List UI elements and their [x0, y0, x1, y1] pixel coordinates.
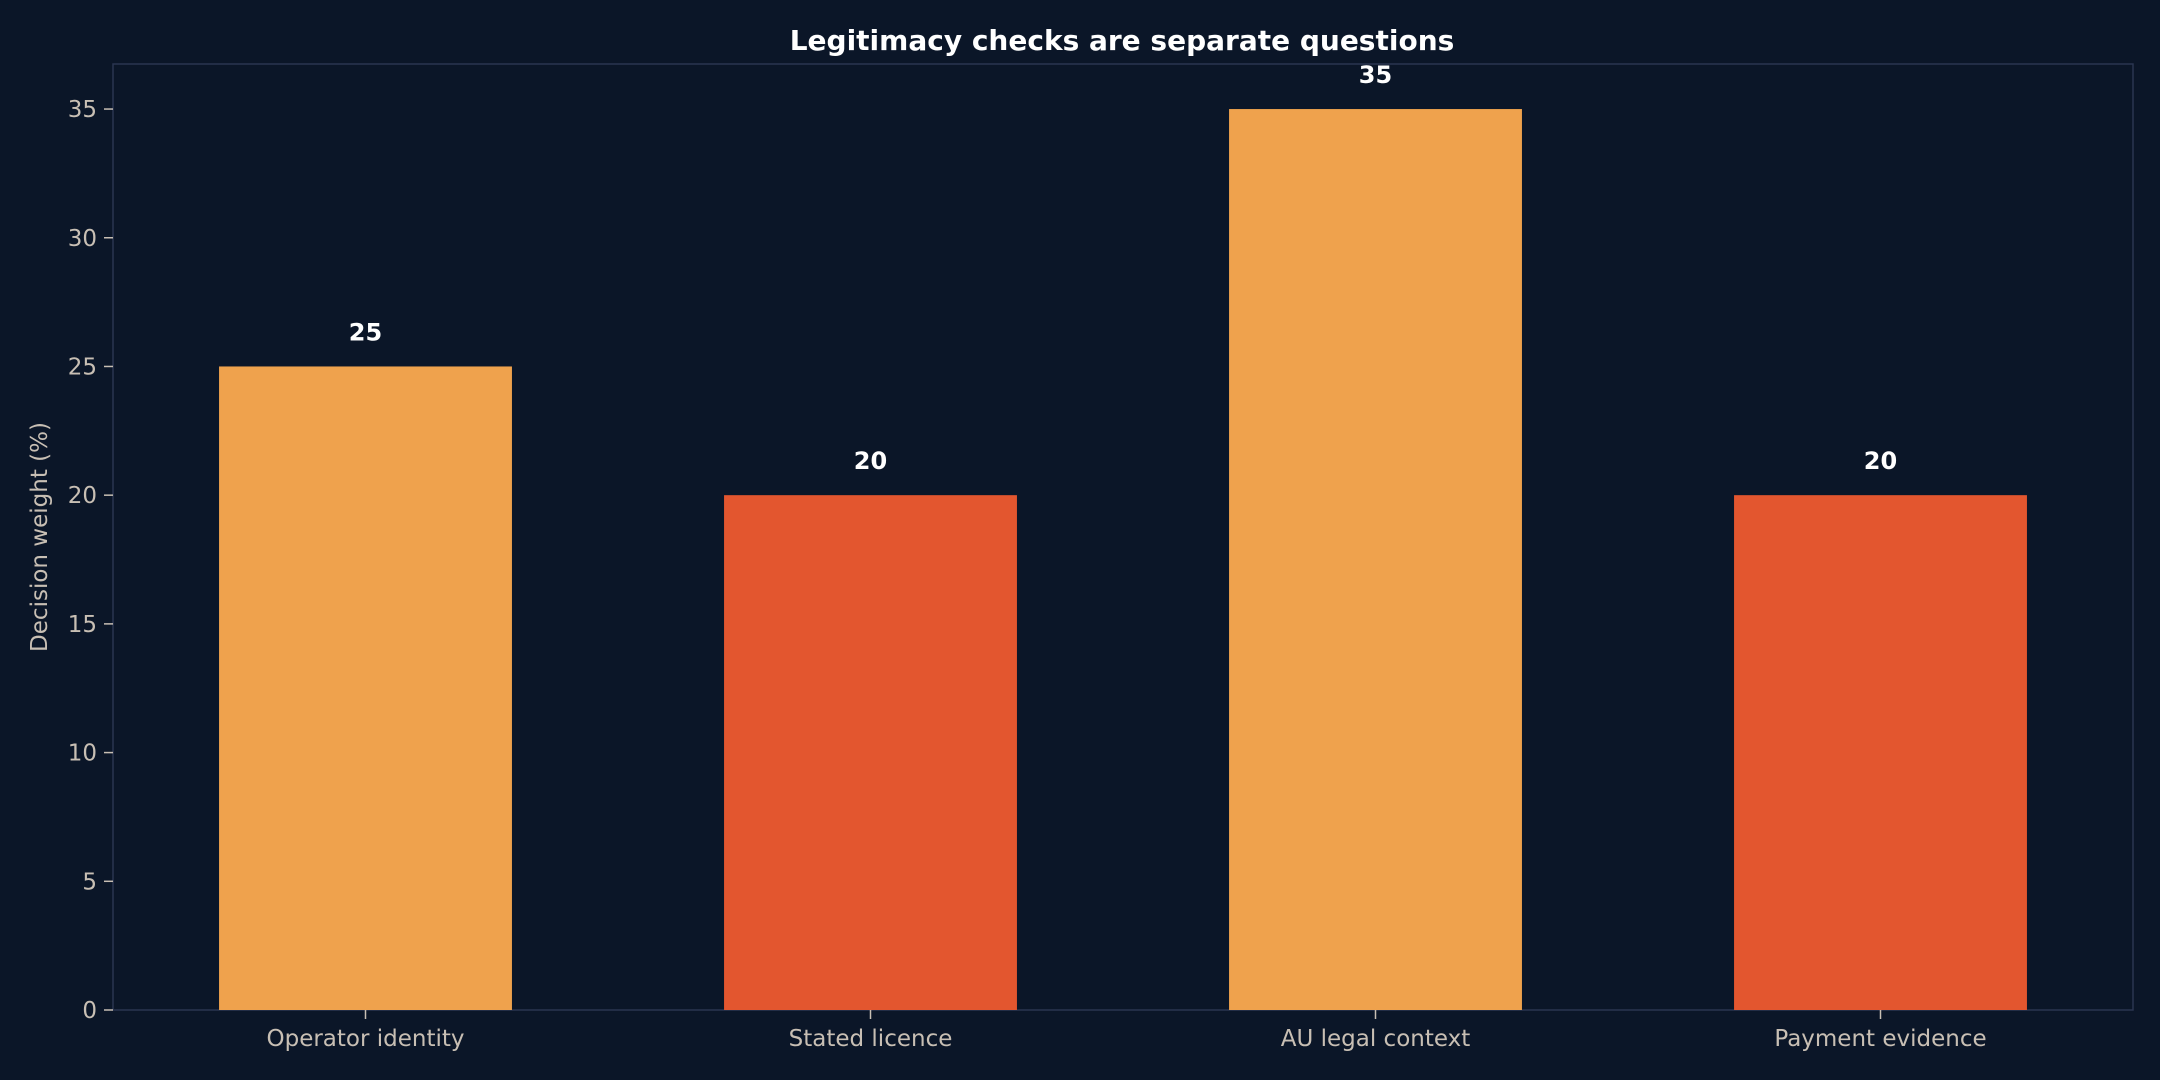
chart-title: Legitimacy checks are separate questions	[790, 24, 1455, 57]
y-tick-label: 20	[68, 483, 97, 509]
bar	[1229, 109, 1522, 1011]
data-labels: 25 20 35 20	[349, 61, 1897, 475]
y-tick-label: 10	[68, 741, 97, 767]
bar-value-label: 20	[854, 447, 887, 475]
bar-value-label: 20	[1864, 447, 1897, 475]
x-tick-label: Payment evidence	[1774, 1026, 1986, 1052]
bar	[219, 366, 512, 1010]
y-tick-label: 0	[82, 998, 97, 1024]
bars-layer	[219, 109, 2027, 1011]
x-tick-label: Stated licence	[789, 1026, 953, 1052]
x-axis-ticks: Operator identity Stated licence AU legal …	[266, 1010, 1987, 1052]
y-tick-label: 30	[68, 226, 97, 252]
plot-frame	[112, 63, 2134, 1011]
y-axis-label: Decision weight (%)	[27, 422, 53, 652]
y-tick-label: 35	[68, 97, 97, 123]
bar-value-label: 35	[1359, 61, 1392, 89]
x-tick-label: Operator identity	[266, 1026, 464, 1052]
bar-value-label: 25	[349, 318, 382, 346]
x-tick-label: AU legal context	[1281, 1026, 1471, 1052]
bar	[1734, 495, 2027, 1011]
bar	[724, 495, 1017, 1011]
y-tick-label: 25	[68, 354, 97, 380]
y-tick-label: 15	[68, 612, 97, 638]
y-tick-label: 5	[82, 869, 97, 895]
y-axis-ticks: 0 5 10 15 20 25 30 35	[68, 97, 113, 1024]
